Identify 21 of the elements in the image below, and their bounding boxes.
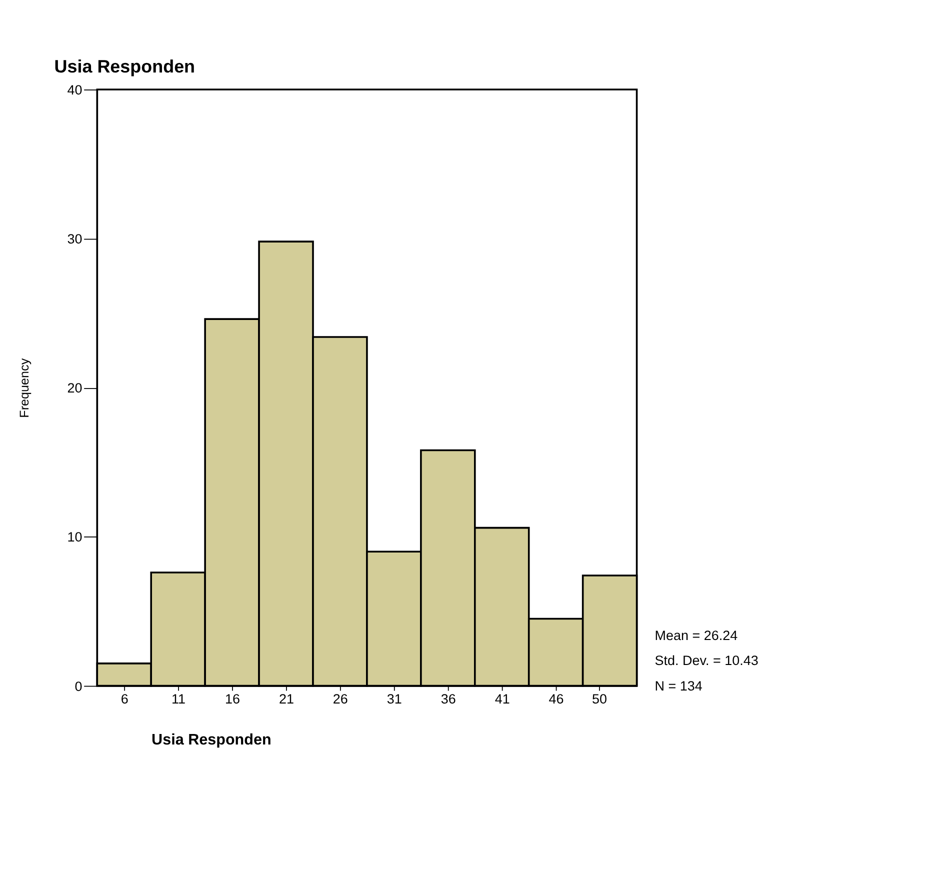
text: Mean = 26.24 — [654, 628, 738, 643]
y-tick-label: 40 — [67, 82, 82, 98]
x-tick-label: 50 — [592, 691, 607, 706]
x-axis-title: Usia Responden — [152, 732, 272, 749]
x-tick-label: 36 — [440, 691, 456, 706]
y-tick-label: 0 — [74, 678, 82, 694]
y-tick-label: 30 — [67, 232, 82, 247]
y-tick-label: 20 — [67, 380, 82, 396]
x-tick-label: 16 — [225, 691, 240, 706]
y-axis-title: Frequency — [18, 358, 32, 418]
text: N = 134 — [654, 678, 703, 694]
x-tick-label: 11 — [172, 691, 186, 706]
x-tick-label: 46 — [548, 691, 564, 706]
x-tick-label: 21 — [278, 691, 294, 706]
text: Std. Dev. = 10.43 — [654, 653, 758, 668]
x-tick-label: 26 — [332, 691, 348, 706]
y-tick-label: 10 — [67, 530, 82, 545]
chart-title: Usia Responden — [54, 56, 196, 76]
x-tick-label: 6 — [120, 691, 128, 706]
x-tick-label: 41 — [494, 691, 510, 706]
x-tick-label: 31 — [386, 691, 402, 706]
